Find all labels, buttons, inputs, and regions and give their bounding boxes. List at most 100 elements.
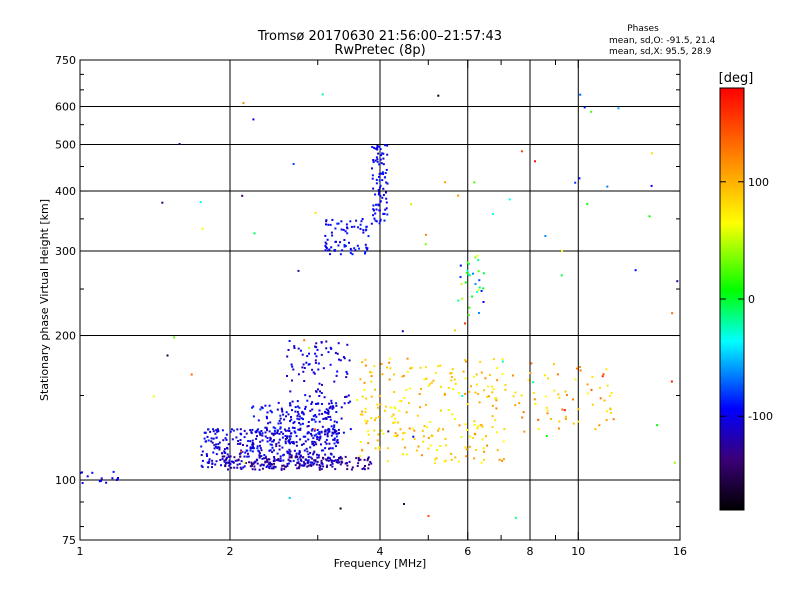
echo-point bbox=[230, 460, 233, 463]
echo-point bbox=[314, 459, 317, 462]
echo-point bbox=[358, 247, 360, 250]
echo-point bbox=[364, 229, 367, 232]
echo-point bbox=[364, 407, 367, 410]
echo-point bbox=[372, 161, 375, 164]
echo-point bbox=[237, 440, 240, 442]
echo-point bbox=[251, 428, 254, 431]
echo-point bbox=[374, 147, 377, 150]
echo-point bbox=[206, 461, 209, 464]
echo-point bbox=[396, 434, 399, 437]
echo-point bbox=[287, 413, 290, 416]
echo-point bbox=[279, 422, 282, 425]
echo-point bbox=[464, 281, 467, 284]
echo-point bbox=[327, 416, 330, 418]
echo-point bbox=[219, 459, 222, 461]
echo-point bbox=[609, 412, 612, 415]
echo-point bbox=[281, 464, 284, 467]
echo-point bbox=[385, 181, 388, 184]
echo-point bbox=[381, 171, 384, 174]
echo-point bbox=[466, 403, 469, 406]
echo-point bbox=[477, 425, 480, 428]
echo-point bbox=[266, 440, 269, 443]
echo-point bbox=[461, 394, 464, 397]
echo-point bbox=[483, 458, 485, 461]
echo-point bbox=[258, 456, 261, 459]
echo-point bbox=[329, 447, 332, 450]
echo-point bbox=[278, 419, 281, 422]
echo-point bbox=[577, 408, 580, 411]
echo-point bbox=[289, 404, 292, 407]
echo-point bbox=[458, 424, 461, 427]
echo-point bbox=[409, 387, 412, 390]
echo-point bbox=[346, 343, 349, 346]
echo-point bbox=[382, 157, 385, 160]
echo-point bbox=[599, 386, 601, 389]
echo-point bbox=[286, 435, 289, 438]
echo-point bbox=[282, 432, 285, 435]
echo-point bbox=[252, 118, 255, 121]
echo-point bbox=[298, 464, 301, 467]
echo-point bbox=[492, 212, 495, 215]
echo-point bbox=[223, 448, 226, 451]
x-tick-label: 10 bbox=[571, 545, 585, 558]
echo-point bbox=[465, 360, 467, 363]
echo-point bbox=[208, 460, 211, 463]
echo-point bbox=[225, 438, 228, 441]
echo-point bbox=[326, 435, 329, 438]
echo-point bbox=[577, 420, 580, 423]
echo-point bbox=[211, 462, 214, 465]
echo-point bbox=[225, 433, 228, 436]
echo-point bbox=[375, 417, 377, 419]
echo-point bbox=[291, 400, 294, 403]
echo-point bbox=[389, 367, 392, 370]
echo-point bbox=[217, 443, 220, 446]
echo-point bbox=[234, 459, 237, 462]
echo-point bbox=[201, 459, 204, 462]
echo-point bbox=[306, 355, 309, 358]
echo-point bbox=[354, 249, 357, 252]
echo-point bbox=[373, 217, 376, 220]
echo-point bbox=[557, 393, 560, 396]
echo-point bbox=[313, 440, 316, 443]
echo-point bbox=[296, 410, 299, 413]
echo-point bbox=[212, 451, 215, 454]
echo-point bbox=[248, 461, 251, 464]
echo-point bbox=[229, 455, 232, 458]
echo-point bbox=[375, 220, 378, 223]
echo-point bbox=[339, 463, 342, 466]
echo-point bbox=[269, 409, 272, 412]
echo-point bbox=[605, 410, 608, 413]
echo-point bbox=[445, 444, 448, 447]
echo-point bbox=[425, 377, 428, 380]
echo-point bbox=[423, 378, 426, 381]
echo-point bbox=[309, 456, 312, 459]
echo-point bbox=[288, 427, 291, 430]
echo-point bbox=[375, 156, 378, 159]
echo-point bbox=[575, 367, 578, 370]
echo-point bbox=[325, 442, 328, 445]
echo-point bbox=[230, 466, 233, 469]
echo-point bbox=[457, 460, 460, 463]
echo-point bbox=[261, 432, 264, 435]
echo-point bbox=[318, 466, 321, 469]
echo-point bbox=[379, 200, 382, 203]
echo-point bbox=[295, 435, 298, 438]
echo-point bbox=[328, 430, 331, 433]
echo-point bbox=[306, 461, 309, 464]
echo-point bbox=[361, 448, 364, 451]
echo-point bbox=[496, 379, 499, 382]
echo-point bbox=[214, 445, 217, 448]
echo-point bbox=[344, 230, 347, 233]
echo-point bbox=[461, 297, 464, 300]
echo-point bbox=[302, 412, 305, 415]
echo-point bbox=[294, 431, 297, 434]
colorbar-tick-label: -100 bbox=[748, 410, 773, 423]
echo-point bbox=[266, 437, 269, 439]
echo-point bbox=[475, 373, 478, 376]
echo-point bbox=[262, 464, 265, 467]
echo-point bbox=[420, 454, 423, 457]
echo-point bbox=[303, 339, 306, 342]
echo-point bbox=[311, 368, 314, 371]
echo-point bbox=[338, 358, 340, 361]
echo-point bbox=[253, 465, 256, 468]
